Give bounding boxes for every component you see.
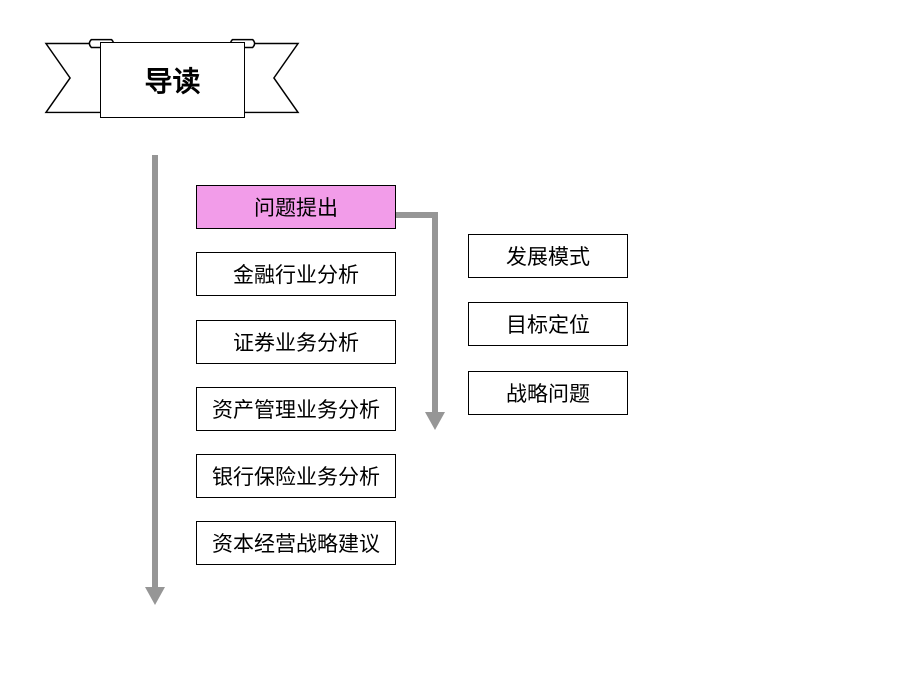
main-arrow <box>145 155 165 610</box>
main-item-2-label: 证券业务分析 <box>233 327 359 357</box>
branch-item-2-label: 战略问题 <box>506 378 590 408</box>
branch-item-0-label: 发展模式 <box>506 241 590 271</box>
main-item-0: 问题提出 <box>196 185 396 229</box>
main-item-1-label: 金融行业分析 <box>233 259 359 289</box>
branch-item-1-label: 目标定位 <box>506 309 590 339</box>
main-item-3: 资产管理业务分析 <box>196 387 396 431</box>
main-item-3-label: 资产管理业务分析 <box>212 394 380 424</box>
main-item-2: 证券业务分析 <box>196 320 396 364</box>
branch-item-2: 战略问题 <box>468 371 628 415</box>
main-item-5-label: 资本经营战略建议 <box>212 528 380 558</box>
main-item-4-label: 银行保险业务分析 <box>212 461 380 491</box>
main-item-5: 资本经营战略建议 <box>196 521 396 565</box>
main-item-4: 银行保险业务分析 <box>196 454 396 498</box>
banner-title-text: 导读 <box>144 60 200 100</box>
branch-item-0: 发展模式 <box>468 234 628 278</box>
diagram-canvas: 导读 问题提出金融行业分析证券业务分析资产管理业务分析银行保险业务分析资本经营战… <box>0 0 920 690</box>
branch-item-1: 目标定位 <box>468 302 628 346</box>
banner-title-box: 导读 <box>100 42 245 118</box>
branch-arrow <box>396 212 447 435</box>
main-item-0-label: 问题提出 <box>254 192 338 222</box>
main-item-1: 金融行业分析 <box>196 252 396 296</box>
